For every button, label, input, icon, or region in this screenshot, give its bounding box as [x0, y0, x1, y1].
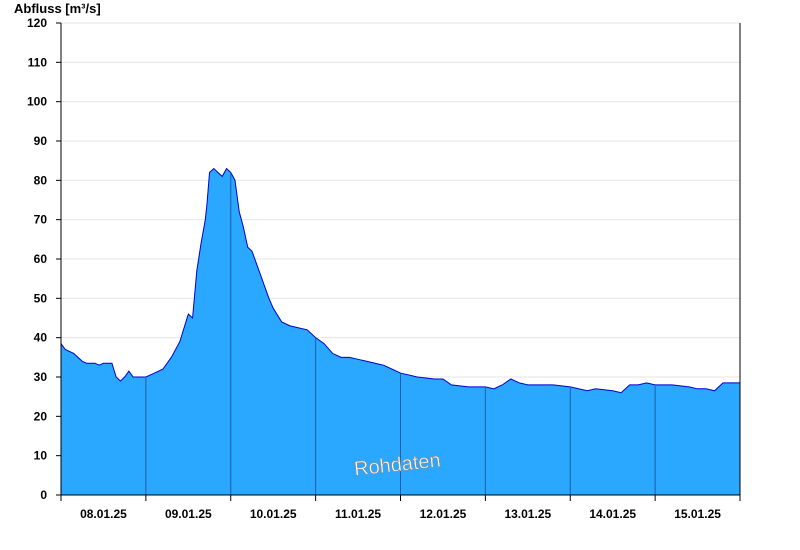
y-tick-label: 60 — [34, 252, 48, 266]
y-axis-ticks: 0 10 20 30 40 50 60 70 80 90 100 110 120 — [27, 16, 61, 502]
x-tick-label: 13.01.25 — [504, 507, 551, 521]
y-tick-label: 20 — [34, 409, 48, 423]
y-tick-label: 90 — [34, 134, 48, 148]
x-tick-label: 11.01.25 — [335, 507, 381, 521]
y-tick-label: 40 — [34, 331, 48, 345]
x-tick-label: 15.01.25 — [674, 507, 721, 521]
x-tick-label: 08.01.25 — [80, 507, 127, 521]
x-tick-label: 12.01.25 — [420, 507, 467, 521]
x-axis-ticks: 08.01.25 09.01.25 10.01.25 11.01.25 12.01.25… — [60, 495, 741, 521]
discharge-line — [60, 167, 740, 394]
y-tick-label: 10 — [34, 449, 48, 463]
y-tick-label: 30 — [34, 370, 48, 384]
y-tick-label: 80 — [34, 173, 48, 187]
x-tick-label: 09.01.25 — [165, 507, 212, 521]
y-tick-label: 100 — [27, 95, 47, 109]
y-tick-label: 50 — [34, 291, 48, 305]
y-tick-label: 0 — [40, 488, 47, 502]
x-tick-label: 10.01.25 — [250, 507, 297, 521]
day-separator-lines — [145, 172, 656, 495]
y-tick-label: 120 — [27, 16, 47, 30]
y-axis-title: Abfluss [m³/s] — [14, 1, 101, 16]
x-tick-label: 14.01.25 — [589, 507, 636, 521]
y-tick-label: 110 — [28, 55, 48, 69]
y-tick-label: 70 — [34, 213, 48, 227]
